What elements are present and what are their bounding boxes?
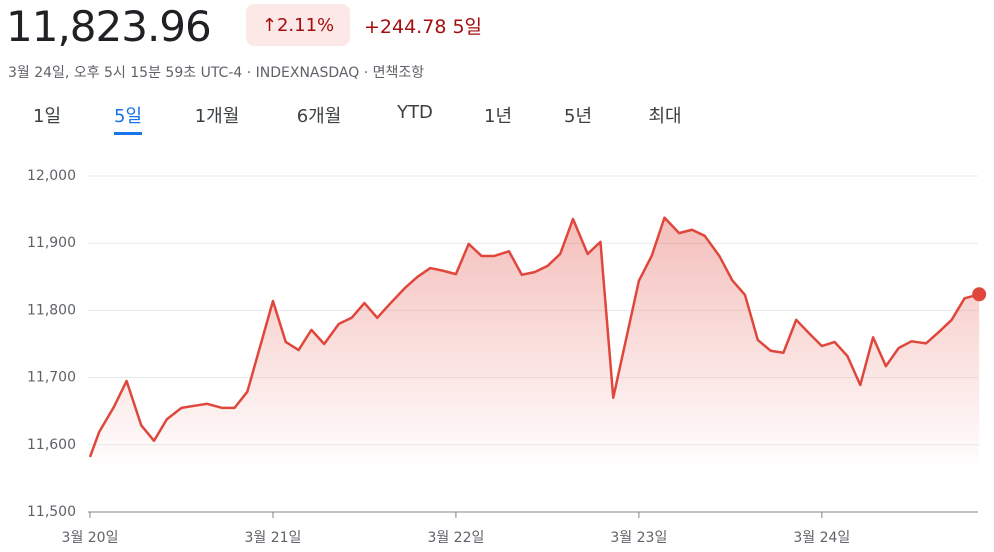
x-tick-label: 3월 23일 <box>610 530 667 546</box>
change: +244.78 5일 <box>364 12 482 39</box>
y-tick-label: 11,500 <box>27 504 76 520</box>
y-tick-label: 11,700 <box>27 370 76 386</box>
price-line <box>88 216 980 458</box>
y-tick-label: 11,600 <box>27 437 76 453</box>
y-tick-label: 12,000 <box>27 168 76 184</box>
tab[interactable]: 1일 <box>32 106 62 127</box>
price: 11,823.96 <box>6 2 212 51</box>
period: 5일 <box>452 16 483 38</box>
tab[interactable]: 6개월 <box>296 106 342 127</box>
tab[interactable]: 5년 <box>563 106 593 127</box>
y-tick-label: 11,900 <box>27 235 76 251</box>
x-tick-label: 3월 24일 <box>793 530 850 546</box>
arrow: ↑ <box>261 14 277 36</box>
change-percent: 2.11% <box>276 14 335 36</box>
tab[interactable]: YTD <box>397 102 433 123</box>
x-tick-label: 3월 21일 <box>244 530 301 546</box>
x-tick-label: 3월 20일 <box>62 530 119 546</box>
change-badge: ↑ 2.11% <box>246 4 350 46</box>
tab[interactable]: 최대 <box>648 106 682 127</box>
area <box>90 217 980 472</box>
subtitle: 3월 24일, 오후 5시 15분 59초 UTC-4 · INDEXNASDA… <box>8 65 425 81</box>
x-tick-label: 3월 22일 <box>427 530 484 546</box>
y-tick-label: 11,800 <box>27 302 76 318</box>
change-value: +244.78 <box>364 16 447 38</box>
tab[interactable]: 5일 <box>113 102 143 135</box>
last-point <box>972 287 987 302</box>
tab[interactable]: 1년 <box>483 106 513 127</box>
tab[interactable]: 1개월 <box>194 106 240 127</box>
